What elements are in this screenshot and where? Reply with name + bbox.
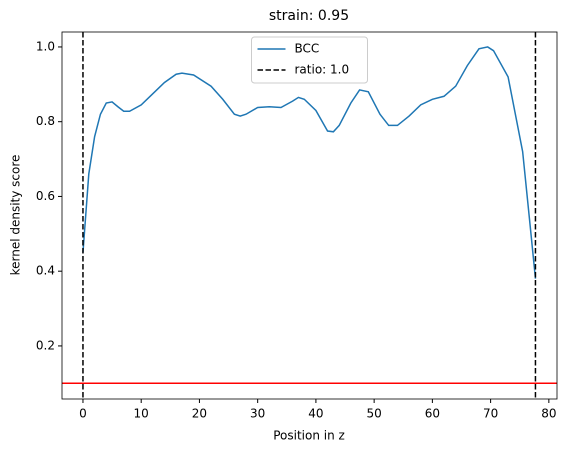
x-tick-label: 10 (134, 407, 149, 421)
x-tick-label: 80 (541, 407, 556, 421)
legend-label: ratio: 1.0 (295, 63, 350, 77)
x-tick-label: 0 (79, 407, 87, 421)
y-tick-label: 0.4 (36, 264, 55, 278)
plot-frame (61, 31, 558, 400)
x-tick-label: 70 (483, 407, 498, 421)
x-tick-label: 40 (308, 407, 323, 421)
y-tick-label: 0.8 (36, 114, 55, 128)
x-tick-label: 30 (250, 407, 265, 421)
x-tick-label: 20 (192, 407, 207, 421)
y-tick-label: 0.6 (36, 189, 55, 203)
chart-title: strain: 0.95 (269, 8, 349, 24)
x-tick-label: 50 (367, 407, 382, 421)
y-axis-label: kernel density score (9, 155, 23, 276)
data-line (82, 46, 537, 279)
legend-label: BCC (295, 42, 320, 56)
y-tick-label: 0.2 (36, 338, 55, 352)
x-tick-label: 60 (425, 407, 440, 421)
x-axis-label: Position in z (273, 429, 345, 443)
y-tick-label: 1.0 (36, 39, 55, 53)
